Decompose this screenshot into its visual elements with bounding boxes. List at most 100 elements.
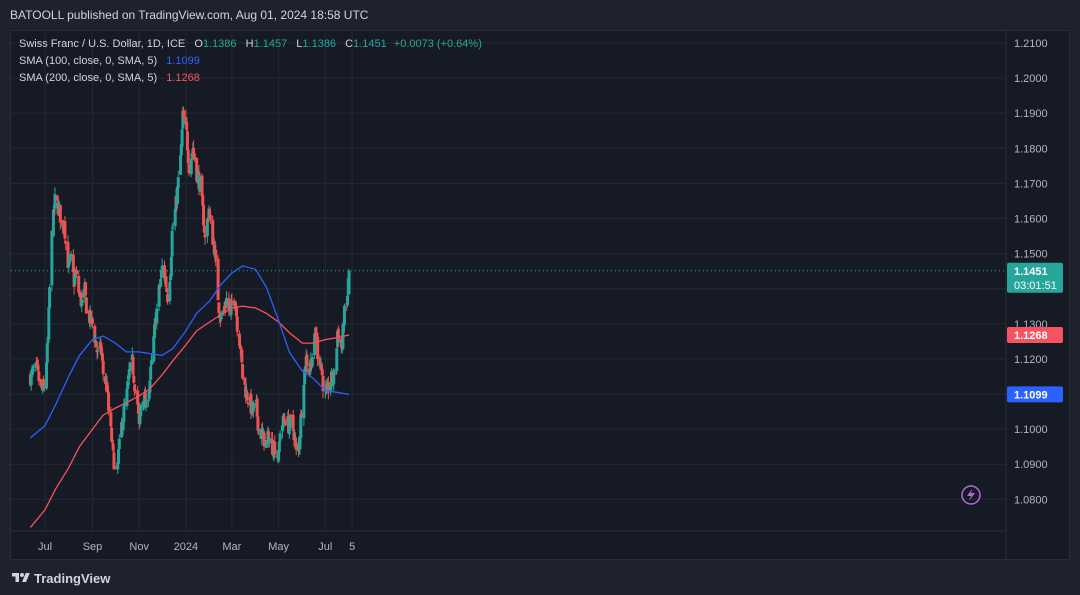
candle-body (313, 333, 317, 355)
candle-body (326, 382, 330, 393)
candle-down (35, 356, 39, 369)
candle-body (164, 276, 168, 287)
candle-body (292, 433, 296, 440)
candle-body (94, 341, 98, 348)
candle-body (240, 349, 244, 363)
candle-body (186, 149, 190, 164)
candle-body (46, 338, 50, 344)
candle-down (289, 413, 293, 420)
candle-body (106, 390, 110, 392)
candle-body (144, 399, 148, 408)
candle-body (212, 240, 216, 255)
y-tick-label: 1.2100 (1014, 38, 1048, 50)
candle-body (206, 219, 210, 221)
candle-body (152, 336, 156, 362)
candle-body (29, 371, 33, 386)
lightning-icon[interactable] (961, 485, 981, 505)
candle-up (195, 170, 199, 184)
candle-down (133, 384, 137, 395)
candle-up (169, 253, 173, 278)
y-tick-label: 1.1200 (1014, 354, 1048, 366)
candle-body (316, 336, 320, 359)
candle-up (57, 199, 61, 217)
candle-body (111, 443, 115, 451)
candle-up (310, 353, 314, 367)
price-label: 1.1451 03:01:51 (1007, 262, 1063, 293)
candle-up (342, 303, 346, 333)
brand-name: TradingView (34, 570, 111, 586)
candle-down (262, 432, 266, 451)
candle-up (160, 258, 164, 275)
legend-sma100-row[interactable]: SMA (100, close, 0, SMA, 5) 1.1099 (19, 53, 482, 70)
y-tick-label: 1.1700 (1014, 178, 1048, 190)
candle-body (339, 338, 343, 348)
legend-ohlc-row[interactable]: Swiss Franc / U.S. Dollar, 1D, ICE O1.13… (19, 36, 482, 53)
candle-body (35, 359, 39, 366)
candle-body (264, 440, 268, 448)
candle-body (246, 403, 250, 405)
candle-body (143, 392, 147, 407)
y-tick-label: 1.1800 (1014, 143, 1048, 155)
candle-up (157, 283, 161, 312)
candle-body (218, 319, 222, 322)
candle-down (214, 244, 218, 267)
candle-body (166, 294, 170, 302)
close-label: C (345, 38, 354, 50)
candle-body (131, 357, 135, 375)
candle-body (287, 415, 291, 434)
candle-body (179, 144, 183, 156)
candle-up (117, 434, 121, 456)
candle-body (257, 429, 261, 432)
candle-body (293, 436, 297, 439)
candlestick-chart[interactable]: 1.2100 1.2000 1.1900 1.1800 1.1700 1.1600 1.15… (11, 31, 1070, 560)
candle-body (321, 375, 325, 392)
candle-up (288, 414, 292, 435)
candle-body (308, 368, 312, 372)
candle-up (45, 357, 49, 391)
x-axis: Jul Sep Nov 2024 Mar May Jul 5 (38, 541, 355, 553)
legend-sma200-row[interactable]: SMA (200, close, 0, SMA, 5) 1.1268 (19, 70, 482, 87)
chart-panel[interactable]: 1.2100 1.2000 1.1900 1.1800 1.1700 1.1600 1.15… (10, 30, 1070, 560)
candle-down (203, 227, 207, 245)
candle-up (168, 278, 172, 305)
candle-body (45, 343, 49, 363)
price-label-text: 1.1268 (1014, 330, 1048, 342)
candle-body (42, 386, 46, 389)
candle-up (47, 301, 51, 342)
candle-body (283, 419, 287, 422)
candle-body (84, 282, 88, 296)
candle-body (219, 312, 223, 320)
candle-body (182, 110, 186, 118)
candle-body (243, 377, 247, 385)
candle-body (267, 437, 271, 444)
candle-body (93, 325, 97, 343)
candle-body (300, 413, 304, 417)
y-tick-label: 1.0900 (1014, 459, 1048, 471)
candle-down (291, 409, 295, 433)
candle-down (326, 376, 330, 400)
candle-body (230, 300, 234, 302)
candle-body (107, 392, 111, 411)
candle-up (180, 123, 184, 155)
candle-up (181, 106, 185, 131)
candle-body (114, 467, 118, 469)
candle-body (291, 414, 295, 431)
candle-up (205, 217, 209, 243)
candle-down (74, 266, 78, 276)
candle-body (84, 297, 88, 314)
candle-body (39, 379, 43, 387)
candle-down (90, 317, 94, 329)
candle-body (121, 420, 125, 431)
published-header: BATOOLL published on TradingView.com, Au… (0, 0, 1080, 30)
candle-down (93, 323, 97, 348)
candle-body (149, 360, 153, 365)
candle-body (254, 402, 258, 406)
candle-up (139, 404, 143, 417)
candle-body (310, 357, 314, 367)
candle-body (187, 164, 191, 174)
lightning-icon-bolt (967, 489, 975, 501)
tradingview-logo[interactable]: TradingView (10, 570, 110, 586)
candle-up (198, 174, 202, 192)
candle-body (337, 340, 341, 343)
lightning-icon-ring (961, 485, 981, 505)
